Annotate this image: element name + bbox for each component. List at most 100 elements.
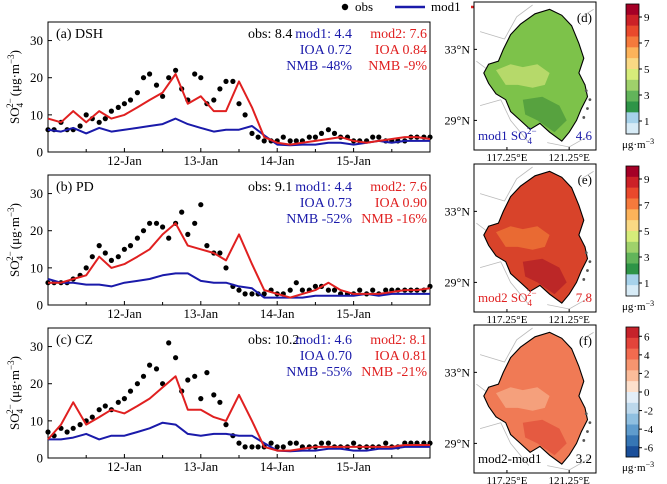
obs-point — [198, 396, 204, 402]
island — [586, 430, 589, 433]
y-tick-label: 30 — [30, 339, 43, 354]
x-tick-label: 14-Jan — [260, 153, 295, 168]
obs-point — [293, 440, 299, 446]
obs-point — [312, 134, 318, 140]
obs-point — [102, 250, 108, 256]
obs-point — [160, 224, 166, 230]
obs-point — [192, 220, 198, 226]
obs-point — [312, 283, 318, 289]
obs-point — [383, 440, 389, 446]
obs-point — [261, 291, 267, 297]
region-subarea — [496, 64, 550, 88]
obs-point — [370, 134, 376, 140]
colorbar-swatch — [626, 413, 639, 425]
obs-point — [140, 75, 147, 81]
series-line-mod1 — [48, 421, 430, 453]
obs-point — [134, 90, 140, 96]
lat-label: 29°N — [445, 275, 471, 289]
obs-point — [102, 403, 108, 409]
y-axis-label-unit-end: ) — [7, 203, 22, 207]
x-tick-label: 12-Jan — [107, 306, 142, 321]
obs-point — [376, 134, 382, 140]
colorbar-unit: μg·m−3 — [622, 299, 654, 313]
colorbar-swatch — [626, 402, 639, 414]
obs-point — [331, 287, 338, 293]
obs-point — [242, 112, 248, 118]
y-tick-label: 20 — [30, 223, 43, 238]
lon-label: 117.25°E — [486, 314, 527, 326]
series-markers-obs — [45, 67, 433, 144]
colorbar-swatch — [626, 47, 639, 59]
obs-point — [280, 134, 286, 140]
mod1-stat-line: mod1: 4.4 — [295, 180, 352, 195]
colorbar-swatch — [626, 252, 639, 264]
timeseries-panel-1: 0 10 20 30 12-Jan 13-Jan 14-Jan 15-Jan SO42− (μg·… — [5, 21, 433, 168]
mod1-stat-line: mod1: 4.4 — [295, 27, 352, 42]
obs-point — [236, 287, 242, 293]
boundary-line — [479, 99, 530, 143]
obs-point — [236, 101, 242, 107]
map-value: 4.6 — [576, 128, 593, 143]
obs-point — [89, 254, 95, 260]
colorbar-tick-label: 0 — [644, 387, 650, 399]
colorbar-swatch — [626, 101, 639, 113]
colorbar-tick-label: 2 — [644, 368, 650, 380]
obs-point — [96, 119, 102, 125]
obs-point — [185, 231, 191, 237]
y-axis-label-unit: (μg·m — [7, 370, 22, 402]
obs-point — [325, 440, 331, 446]
colorbar-tick-label: 7 — [644, 38, 650, 50]
y-tick-label: 0 — [37, 145, 44, 160]
map-label-main: mod2-mod1 — [478, 451, 542, 466]
obs-point — [108, 108, 114, 114]
series-line-mod2 — [47, 375, 430, 452]
obs-point — [351, 440, 357, 446]
obs-point — [293, 138, 299, 144]
obs-point — [115, 254, 121, 260]
y-axis-label-sub: 4 — [15, 408, 25, 413]
region-subarea — [496, 387, 550, 411]
colorbar-swatch — [626, 209, 639, 221]
mod1-stat-line: IOA 0.73 — [300, 196, 352, 211]
colorbar-swatch — [626, 263, 639, 275]
obs-point — [77, 422, 83, 428]
colorbar-tick-label: 4 — [644, 350, 650, 362]
colorbar-swatch — [626, 69, 639, 81]
lon-label: 121.25°E — [548, 152, 590, 164]
colorbar-swatch — [626, 187, 639, 199]
obs-point — [249, 444, 255, 450]
obs-point — [211, 392, 217, 398]
obs-point — [96, 243, 102, 249]
y-axis-label: SO42− (μg·m−3) — [5, 356, 25, 430]
obs-point — [153, 220, 160, 226]
obs-point — [64, 429, 70, 435]
timeseries-panel-2: 0 10 20 30 12-Jan 13-Jan 14-Jan 15-Jan SO42− (μg·… — [5, 174, 433, 321]
colorbar-swatch — [626, 348, 639, 360]
colorbar-swatch — [626, 381, 639, 393]
island — [584, 251, 588, 255]
island — [586, 107, 589, 110]
map-value: 7.8 — [576, 290, 592, 305]
obs-point — [96, 407, 102, 413]
x-tick-label: 14-Jan — [260, 306, 295, 321]
colorbar-tick-label: 3 — [644, 252, 650, 264]
y-tick-label: 10 — [30, 413, 43, 428]
map-panel-1: (d) 33°N 29°N 117.25°E 121.25°E mod1 SO42− 4.6… — [445, 1, 654, 164]
colorbar-tick-label: 5 — [644, 64, 650, 76]
colorbar: 6 4 2 0 -2 -4 -6 μg·m−3 — [622, 326, 654, 474]
mod1-stat-line: NMB -55% — [286, 365, 352, 380]
x-tick-label: 13-Jan — [183, 153, 218, 168]
colorbar-swatch — [626, 241, 639, 253]
obs-point — [223, 265, 229, 271]
boundary-line — [479, 327, 533, 363]
y-tick-label: 0 — [37, 451, 44, 466]
mod2-stat-line: IOA 0.84 — [375, 43, 427, 58]
obs-point — [325, 287, 331, 293]
obs-point — [83, 265, 89, 271]
obs-point — [140, 373, 147, 379]
mod2-stat-line: NMB -16% — [361, 212, 427, 227]
y-axis-label-unit: (μg·m — [7, 64, 22, 96]
colorbar: 9 7 5 3 1 μg·m−3 — [622, 3, 654, 151]
obs-point — [318, 440, 325, 446]
